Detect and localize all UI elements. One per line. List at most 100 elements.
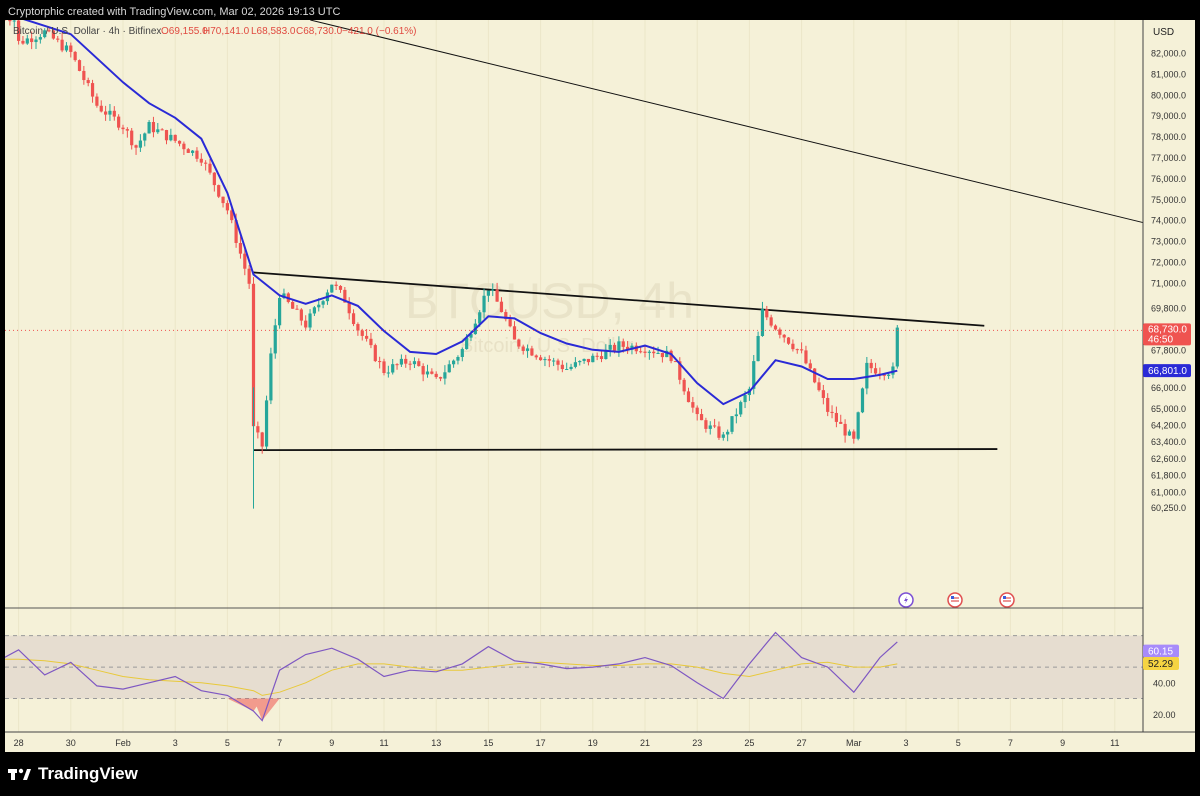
candle-body-up (321, 301, 325, 305)
candle-body-down (95, 96, 99, 106)
time-tick-label: 3 (173, 738, 178, 748)
chart-panel[interactable]: BTCUSD, 4h Bitcoin / U.S. Dollar (5, 20, 1195, 752)
candle-body-down (73, 51, 77, 61)
drawn-trendlines[interactable] (253, 20, 1144, 452)
candle-body-down (778, 329, 782, 335)
candle-body-up (739, 402, 743, 415)
rsi-line (5, 631, 898, 722)
candle-body-down (512, 326, 517, 340)
candle-body-down (195, 150, 199, 159)
price-tick-label: 77,000.0 (1151, 153, 1186, 163)
price-tick-label: 62,600.0 (1151, 454, 1186, 464)
candle-body-down (595, 355, 599, 357)
symbol-legend[interactable]: Bitcoin / U.S. Dollar · 4h · Bitfinex O6… (13, 26, 417, 37)
descending-trendline[interactable] (310, 20, 1144, 224)
candle-body-up (891, 366, 895, 375)
candle-body-up (465, 337, 469, 350)
candle-body-up (43, 30, 47, 38)
candle-body-up (25, 38, 29, 44)
candle-body-down (539, 357, 543, 361)
candle-body-down (56, 38, 60, 40)
price-axis[interactable]: USD 82,000.0 81,000.0 80,000.0 79,000.0 78,0… (1151, 27, 1186, 513)
legend-close: C68,730.0 (296, 26, 343, 37)
candle-body-up (147, 122, 151, 134)
candle-body-down (334, 284, 338, 286)
legend-symbol: Bitcoin / U.S. Dollar · 4h · Bitfinex (13, 26, 161, 37)
us-flag-event-icon[interactable] (947, 592, 963, 608)
candle-body-down (821, 390, 825, 398)
candle-body-down (86, 80, 90, 84)
time-axis[interactable]: 28 30 Feb 3 5 7 9 11 13 15 17 19 21 23 25 27 Mar 3 5 7 9 11 (14, 738, 1120, 748)
candle-body-down (560, 364, 564, 370)
tradingview-logo-icon (8, 768, 31, 780)
candle-body-down (343, 289, 347, 303)
watermark-description: Bitcoin / U.S. Dollar (460, 335, 634, 357)
candle-body-down (834, 412, 838, 422)
candle-body-down (639, 351, 643, 353)
candle-body-up (391, 364, 395, 373)
brand-footer[interactable]: TradingView (8, 764, 138, 784)
candle-body-down (217, 185, 221, 197)
candle-body-up (856, 412, 860, 439)
candle-body-up (860, 388, 865, 413)
candle-body-down (682, 379, 686, 392)
time-tick-label: 9 (329, 738, 334, 748)
us-flag-event-icon[interactable] (999, 592, 1015, 608)
time-tick-label: 5 (225, 738, 230, 748)
candle-body-up (478, 312, 482, 324)
price-tick-label: 81,000.0 (1151, 69, 1186, 79)
candle-body-up (273, 325, 277, 354)
time-tick-label: Feb (115, 738, 131, 748)
time-tick-label: 11 (1110, 738, 1119, 748)
price-tick-label: 60,250.0 (1151, 503, 1186, 513)
candle-body-down (82, 70, 86, 81)
candle-body-down (243, 253, 247, 269)
candle-body-down (612, 344, 617, 351)
candle-body-up (399, 358, 403, 365)
candle-body-up (412, 361, 417, 365)
candle-body-up (169, 134, 173, 141)
candle-body-down (304, 320, 308, 328)
brand-name: TradingView (38, 764, 138, 783)
price-tick-label: 69,800.0 (1151, 303, 1186, 313)
ma-value: 66,801.0 (1148, 366, 1187, 377)
price-tick-label: 73,000.0 (1151, 237, 1186, 247)
rsi-axis[interactable]: 40.00 20.00 (1153, 678, 1176, 719)
candle-body-down (356, 324, 360, 331)
price-tick-label: 76,000.0 (1151, 174, 1186, 184)
candle-body-down (104, 111, 108, 115)
candle-body-down (256, 426, 260, 433)
candle-body-down (121, 127, 125, 130)
candle-body-up (308, 313, 312, 328)
lightning-event-icon[interactable] (898, 592, 914, 608)
support-trendline[interactable] (253, 448, 998, 452)
resistance-trendline[interactable] (253, 271, 985, 327)
grid (18, 20, 1116, 732)
candle-body-down (430, 371, 434, 374)
time-tick-label: 7 (277, 738, 282, 748)
candle-body-down (347, 302, 351, 314)
currency-label[interactable]: USD (1153, 27, 1174, 38)
candle-body-up (525, 348, 530, 351)
candle-body-up (734, 414, 738, 417)
candle-body-down (408, 363, 412, 365)
price-tick-label: 80,000.0 (1151, 90, 1186, 100)
candle-body-up (552, 360, 556, 362)
time-tick-label: 28 (14, 738, 24, 748)
chart-canvas[interactable]: BTCUSD, 4h Bitcoin / U.S. Dollar (5, 20, 1195, 752)
legend-open: O69,155.0 (161, 26, 208, 37)
candle-body-down (186, 149, 190, 153)
candle-body-down (8, 20, 12, 22)
candle-body-down (17, 20, 21, 41)
candle-body-down (230, 210, 234, 221)
candle-body-up (452, 360, 456, 365)
candle-body-up (34, 39, 38, 43)
candle-body-down (177, 140, 182, 144)
candle-body-down (660, 352, 664, 358)
candle-body-down (791, 343, 795, 350)
price-tick-label: 71,000.0 (1151, 278, 1186, 288)
candle-body-up (491, 289, 495, 291)
candle-body-down (686, 391, 691, 403)
candle-body-up (12, 20, 16, 22)
candle-body-down (225, 203, 229, 211)
